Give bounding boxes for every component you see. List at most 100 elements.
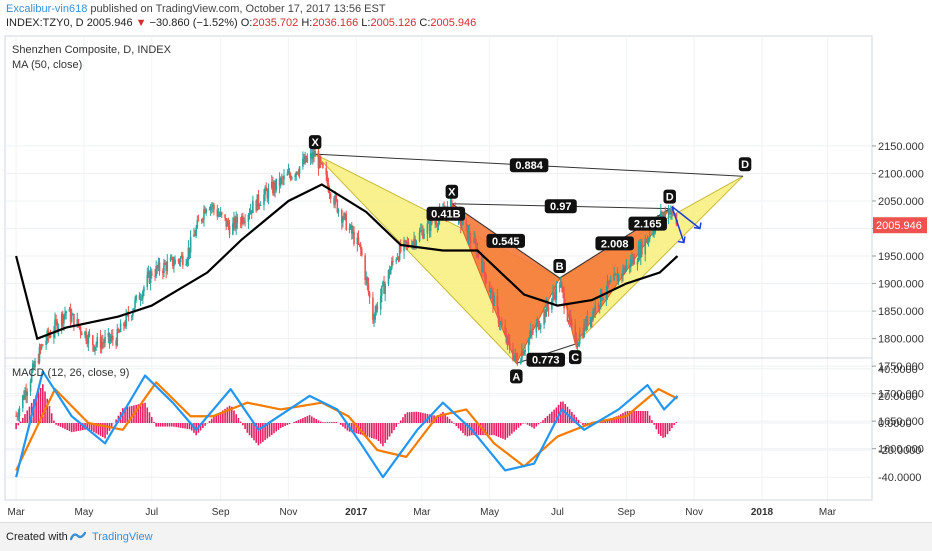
candle-body	[499, 322, 502, 325]
ma-line	[15, 183, 679, 341]
candle-body	[388, 270, 391, 275]
candle-body	[139, 298, 142, 300]
candle-body	[155, 265, 157, 277]
candle-body	[562, 287, 564, 293]
price-tick-label: 1800.000	[878, 334, 924, 346]
x-tick-label: Sep	[617, 507, 635, 518]
candle-body	[558, 285, 561, 288]
price-tick-label: 1650.000	[878, 416, 924, 428]
price-axis[interactable]: 2150.0002100.0002050.0002000.0001950.000…	[872, 141, 924, 456]
candle-body	[543, 310, 545, 325]
candle-body	[16, 415, 19, 417]
candle-body	[544, 310, 547, 317]
macd-grid	[4, 357, 873, 501]
macd-axis[interactable]: 40.0000 20.0000 0.0000 -20.0000 -40.0000	[878, 364, 921, 484]
publish-header: Excalibur-vin618 published on TradingVie…	[6, 3, 386, 15]
candle-body	[203, 209, 205, 220]
candle-body	[116, 328, 119, 346]
open-label: O:	[240, 17, 253, 29]
tradingview-logo-icon[interactable]	[70, 530, 86, 542]
candle-body	[200, 219, 203, 222]
candle-body	[342, 219, 344, 223]
candle-body	[188, 247, 191, 253]
candle-body	[546, 302, 549, 308]
candle-body	[364, 255, 366, 281]
candle-body	[413, 238, 415, 243]
candle-body	[34, 360, 36, 368]
candle-body	[379, 295, 382, 310]
candle-body	[488, 282, 491, 293]
low-value: 2005.126	[370, 17, 417, 29]
candle-body	[574, 324, 577, 338]
candle-body	[123, 323, 125, 326]
candle-body	[99, 337, 102, 349]
candle-body	[569, 314, 572, 323]
candle-body	[255, 200, 258, 211]
candle-body	[335, 195, 338, 200]
candle-body	[594, 304, 597, 313]
candle-body	[507, 336, 510, 342]
candle-body	[124, 325, 126, 327]
candle-body	[62, 313, 64, 324]
candle-body	[25, 390, 27, 396]
candle-body	[340, 210, 343, 223]
vertex-label-D: D	[741, 159, 749, 171]
price-tick-label: 2050.000	[878, 196, 924, 208]
candle-body	[407, 242, 410, 247]
candle-body	[348, 228, 351, 230]
candle-body	[298, 166, 301, 174]
candle-body	[607, 280, 610, 285]
footer: Created with TradingView	[0, 522, 932, 551]
symbol-label: INDEX:TZY0, D	[6, 17, 84, 29]
candle-body	[138, 295, 141, 300]
candle-body	[537, 320, 540, 330]
candle-body	[295, 171, 298, 176]
candle-body	[110, 335, 113, 340]
author-link[interactable]: Excalibur-vin618	[6, 3, 88, 15]
candle-body	[204, 209, 206, 214]
x-tick-label: Jul	[145, 507, 158, 518]
candle-body	[662, 214, 664, 218]
x-tick-label: Mar	[819, 507, 837, 518]
candle-body	[431, 219, 433, 224]
candle-body	[179, 257, 182, 263]
candle-body	[633, 256, 635, 265]
candle-body	[93, 344, 95, 351]
candle-body	[406, 242, 409, 244]
candle-body	[115, 340, 117, 346]
candle-body	[523, 352, 525, 356]
ratio-label-box	[509, 158, 549, 173]
candle-body	[88, 333, 91, 336]
candle-body	[529, 330, 532, 337]
candle-body	[80, 332, 83, 336]
candle-body	[585, 317, 588, 330]
candle-body	[174, 259, 176, 265]
candle-body	[187, 247, 190, 260]
candle-body	[429, 219, 432, 232]
candle-body	[194, 234, 196, 236]
projection-arrows[interactable]	[671, 205, 702, 244]
candle-body	[522, 350, 524, 356]
candle-body	[31, 363, 34, 372]
chart-canvas[interactable]: Mar May Jul Sep Nov 2017 Mar May Jul Sep Nov 2018 Ma…	[0, 0, 932, 522]
candle-body	[563, 292, 565, 309]
candle-body	[38, 347, 41, 363]
candle-body	[55, 319, 57, 322]
candle-body	[449, 200, 452, 206]
candle-body	[668, 209, 671, 215]
price-badge-box	[873, 217, 927, 234]
candle-body	[344, 213, 346, 215]
vertex-label-C: C	[571, 352, 579, 364]
harmonic-patterns[interactable]	[314, 153, 744, 365]
candle-body	[621, 274, 623, 276]
candle-body	[209, 206, 212, 210]
vertex-label-X-box	[445, 184, 459, 199]
candle-body	[309, 153, 312, 159]
arrow-head	[693, 222, 702, 230]
candle-body	[559, 283, 562, 288]
candle-body	[372, 297, 374, 320]
candle-body	[63, 315, 65, 324]
price-tick-label: 2150.000	[878, 141, 924, 153]
tradingview-link[interactable]: TradingView	[92, 531, 153, 543]
candle-body	[638, 246, 641, 258]
